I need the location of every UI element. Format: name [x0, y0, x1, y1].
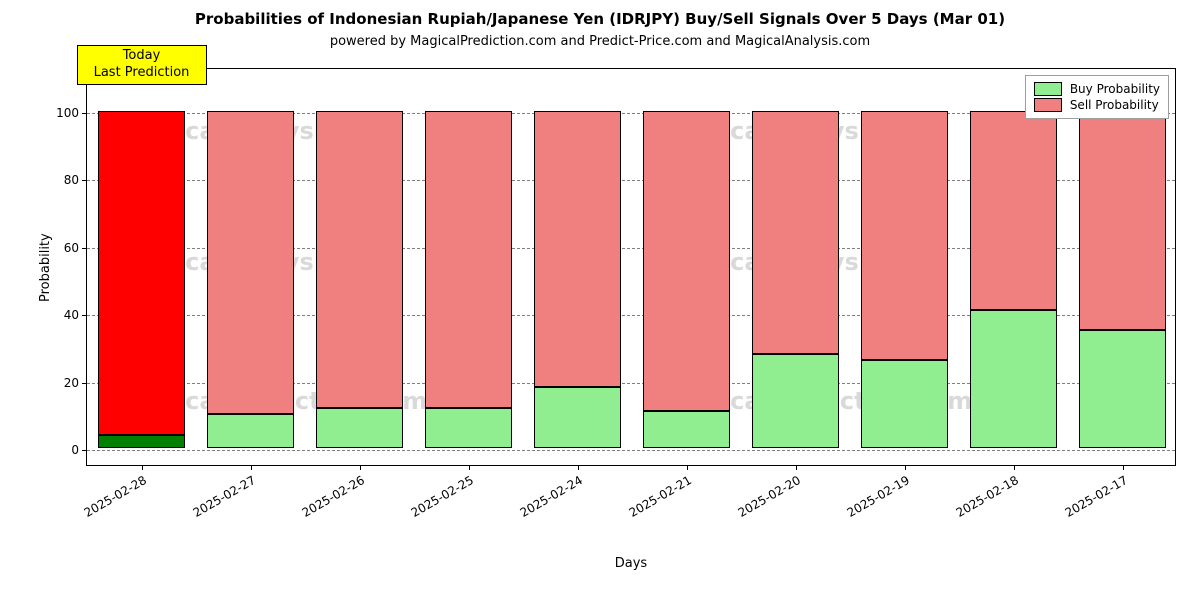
sell-bar — [534, 111, 621, 388]
today-label-box: TodayLast Prediction — [77, 45, 207, 85]
ytick-mark — [82, 383, 87, 384]
xtick-label-wrap: 2025-02-21 — [687, 465, 757, 487]
buy-bar — [1079, 330, 1166, 448]
plot-area: 020406080100MagicalAnalysis.comMagicalAn… — [86, 68, 1176, 466]
xtick-label-wrap: 2025-02-25 — [469, 465, 539, 487]
sell-bar — [643, 111, 730, 411]
sell-bar — [861, 111, 948, 361]
sell-bar — [316, 111, 403, 408]
chart-title: Probabilities of Indonesian Rupiah/Japan… — [0, 10, 1200, 28]
ytick-mark — [82, 248, 87, 249]
bar-group — [1079, 67, 1166, 448]
ytick-mark — [82, 450, 87, 451]
xtick-label-wrap: 2025-02-24 — [578, 465, 648, 487]
buy-bar — [534, 387, 621, 448]
xtick-label-wrap: 2025-02-28 — [142, 465, 212, 487]
x-axis-label: Days — [86, 556, 1176, 571]
bar-group — [970, 67, 1057, 448]
bar-group — [643, 67, 730, 448]
ytick-mark — [82, 315, 87, 316]
bar-group — [752, 67, 839, 448]
sell-bar — [752, 111, 839, 354]
bar-group — [425, 67, 512, 448]
sell-bar — [970, 111, 1057, 310]
xtick-label-wrap: 2025-02-26 — [360, 465, 430, 487]
legend-label: Sell Probability — [1070, 98, 1159, 112]
buy-bar — [316, 408, 403, 448]
xtick-label: 2025-02-28 — [81, 473, 148, 520]
sell-bar — [1079, 111, 1166, 330]
chart-container: Probabilities of Indonesian Rupiah/Japan… — [0, 0, 1200, 600]
buy-bar — [970, 310, 1057, 448]
bar-group — [861, 67, 948, 448]
legend-entry: Buy Probability — [1034, 82, 1160, 96]
xtick-label-wrap: 2025-02-18 — [1014, 465, 1084, 487]
bar-group — [534, 67, 621, 448]
legend-patch — [1034, 98, 1062, 112]
buy-bar — [861, 360, 948, 448]
xtick-label-wrap: 2025-02-19 — [905, 465, 975, 487]
buy-bar — [752, 354, 839, 448]
legend-label: Buy Probability — [1070, 82, 1160, 96]
ytick-label: 60 — [64, 241, 79, 255]
buy-bar — [425, 408, 512, 448]
sell-bar — [425, 111, 512, 408]
xtick-label-wrap: 2025-02-27 — [251, 465, 321, 487]
xtick-label-wrap: 2025-02-17 — [1123, 465, 1193, 487]
gridline-y — [87, 450, 1175, 451]
sell-bar — [98, 111, 185, 435]
bar-group — [316, 67, 403, 448]
legend: Buy Probability Sell Probability — [1025, 75, 1169, 119]
ytick-label: 20 — [64, 376, 79, 390]
ytick-mark — [82, 113, 87, 114]
y-axis-label: Probability — [38, 233, 53, 302]
ytick-label: 0 — [71, 443, 79, 457]
bar-group — [98, 67, 185, 448]
today-label-line2: Last Prediction — [78, 65, 206, 82]
legend-patch — [1034, 82, 1062, 96]
xtick-label-wrap: 2025-02-20 — [796, 465, 866, 487]
sell-bar — [207, 111, 294, 415]
ytick-label: 40 — [64, 308, 79, 322]
ytick-label: 100 — [56, 106, 79, 120]
bar-group — [207, 67, 294, 448]
legend-entry: Sell Probability — [1034, 98, 1160, 112]
buy-bar — [98, 435, 185, 448]
buy-bar — [643, 411, 730, 448]
ytick-label: 80 — [64, 173, 79, 187]
buy-bar — [207, 414, 294, 448]
ytick-mark — [82, 180, 87, 181]
today-label-line1: Today — [78, 48, 206, 65]
